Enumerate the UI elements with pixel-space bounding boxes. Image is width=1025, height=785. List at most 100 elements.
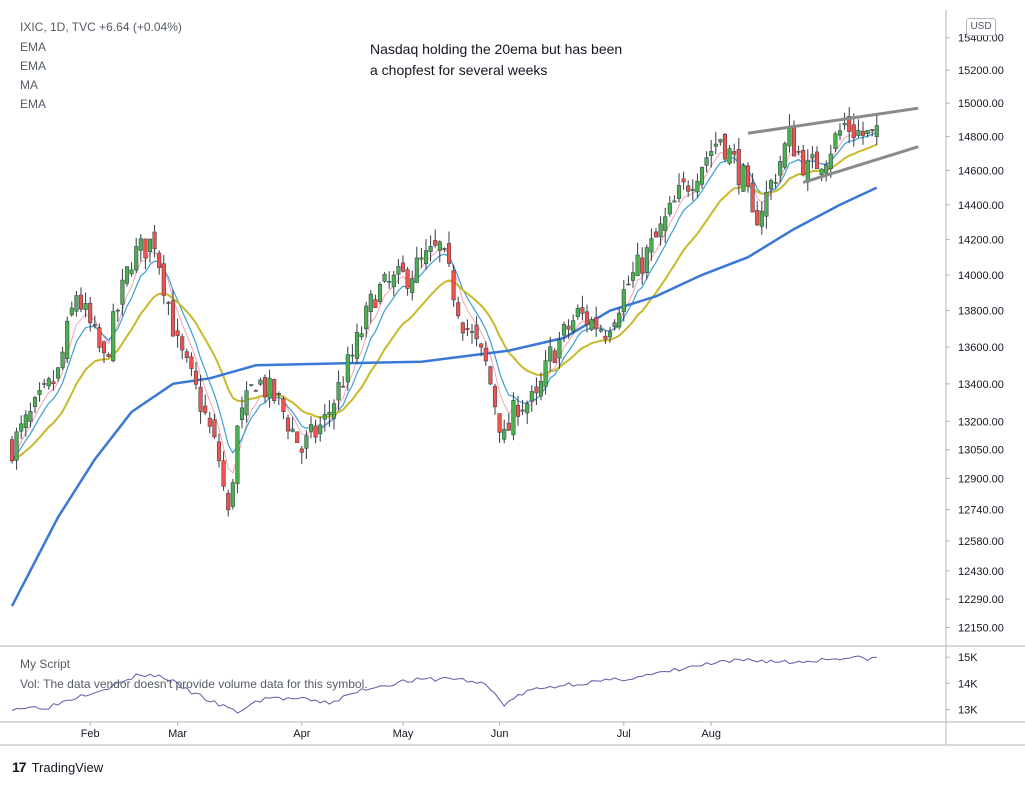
candle-body (382, 274, 387, 282)
candle-body (658, 223, 663, 238)
candle-body (423, 250, 429, 264)
candle-body (111, 311, 116, 362)
candle-body (37, 390, 42, 395)
brand-name: TradingView (31, 759, 104, 775)
candle-body (364, 305, 369, 330)
price-tick-label: 13600.00 (958, 342, 1004, 354)
candle-body (106, 354, 111, 357)
volume-pane-title[interactable]: My Script (20, 657, 71, 671)
candle-body (594, 317, 599, 330)
ma-long-line (10, 186, 878, 607)
candle-body (180, 336, 185, 351)
candle-body (515, 404, 521, 417)
candle-body (607, 331, 613, 338)
candle-body (28, 410, 33, 422)
candle-body (193, 370, 199, 385)
price-tick-label: 12900.00 (958, 473, 1004, 485)
candle-body (557, 339, 562, 359)
candle-body (281, 398, 286, 412)
candle-body (833, 133, 838, 149)
lower-trendline (802, 145, 919, 184)
annotation-line-2: a chopfest for several weeks (370, 62, 548, 78)
candle-body (755, 210, 760, 226)
candle-body (216, 441, 222, 462)
candle-body (842, 123, 847, 126)
candle-body (272, 379, 277, 401)
candle-body (400, 262, 406, 272)
ema-fast-line (11, 131, 878, 462)
time-tick-label: Apr (293, 728, 310, 740)
candle-body (143, 238, 148, 259)
candle-body (83, 303, 88, 310)
indicator-legend-ema-2[interactable]: EMA (20, 59, 47, 73)
candle-body (580, 307, 585, 314)
candle-body (428, 246, 433, 252)
candle-body (55, 367, 61, 379)
candle-body (856, 130, 861, 136)
symbol-legend[interactable]: IXIC, 1D, TVC +6.64 (+0.04%) (20, 20, 182, 34)
candle-body (414, 257, 419, 283)
candle-body (759, 210, 764, 227)
candle-body (23, 414, 28, 428)
candle-body (649, 238, 654, 253)
candle-body (239, 407, 245, 421)
candle-body (635, 254, 640, 277)
candle-body (446, 243, 452, 264)
indicator-legend-ema-1[interactable]: EMA (20, 40, 47, 54)
candle-body (860, 130, 866, 136)
candle-body (405, 269, 410, 289)
currency-badge[interactable]: USD (966, 18, 996, 36)
candle-body (525, 403, 530, 414)
candle-body (134, 246, 139, 271)
candle-body (640, 257, 645, 274)
tradingview-brand[interactable]: 17 TradingView (12, 758, 103, 776)
candle-body (299, 448, 304, 453)
candle-body (709, 151, 714, 157)
volume-tick-label: 13K (958, 704, 978, 716)
candle-body (653, 231, 659, 238)
candle-body (442, 248, 447, 250)
candle-body (548, 346, 553, 362)
candle-body (497, 413, 502, 433)
time-tick-label: Jun (491, 728, 509, 740)
candle-body (571, 320, 576, 332)
price-tick-label: 13050.00 (958, 445, 1004, 457)
candle-body (258, 379, 263, 385)
candle-body (837, 130, 843, 136)
candle-body (138, 238, 143, 251)
candle-body (9, 439, 15, 462)
candle-body (161, 263, 166, 296)
candle-body (290, 428, 295, 432)
candle-body (267, 377, 272, 399)
candle-body (212, 419, 217, 438)
candle-body (359, 333, 364, 338)
candle-body (460, 322, 465, 334)
candle-body (244, 390, 249, 416)
candle-body (226, 493, 231, 511)
candle-body (387, 281, 392, 283)
price-tick-label: 13800.00 (958, 306, 1004, 318)
indicator-legend-ma[interactable]: MA (20, 78, 38, 92)
candle-body (350, 354, 355, 357)
price-tick-label: 15000.00 (958, 98, 1004, 110)
candle-body (318, 424, 323, 435)
candle-body (506, 422, 511, 431)
candle-body (313, 425, 318, 438)
candle-body (722, 134, 728, 160)
candle-body (782, 143, 787, 168)
candle-body (129, 269, 134, 275)
candle-body (451, 270, 456, 301)
candle-body (488, 366, 493, 385)
candle-body (456, 302, 461, 317)
candle-body (483, 347, 488, 362)
annotation-line-1: Nasdaq holding the 20ema but has been (370, 41, 623, 57)
time-tick-label: Mar (168, 728, 187, 740)
candle-body (543, 360, 548, 387)
candle-body (304, 435, 309, 449)
candle-body (345, 354, 350, 383)
candle-body (474, 324, 479, 340)
indicator-legend-ema-3[interactable]: EMA (20, 97, 47, 111)
candle-body (42, 383, 47, 385)
candle-body (184, 351, 189, 358)
